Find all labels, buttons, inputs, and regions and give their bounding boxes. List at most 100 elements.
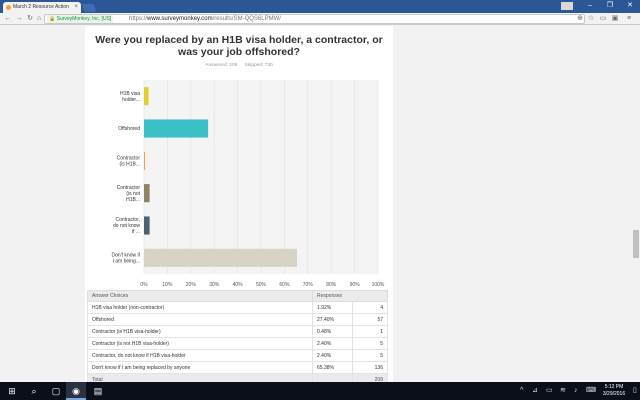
category-label: Offshored — [118, 126, 140, 132]
maximize-icon[interactable]: ❐ — [606, 2, 614, 9]
answer-choice-cell: Contractor (is H1B visa-holder) — [87, 325, 313, 338]
category-label: H1B visa holder... — [120, 91, 140, 103]
cast-icon[interactable]: ▭ — [599, 15, 607, 22]
url-path: /results/SM-QQS6LPMW/ — [212, 16, 281, 22]
bar — [144, 248, 297, 267]
category-label: Contractor (is H1B... — [117, 156, 141, 168]
survey-results-panel: Were you replaced by an H1B visa holder,… — [85, 26, 393, 386]
percent-cell: 2.40% — [312, 337, 353, 350]
answer-choice-cell: Offshored — [87, 313, 313, 326]
answer-choice-cell: H1B visa holder (non-contractor) — [87, 301, 313, 314]
browser-tab[interactable]: March 2 Resource Action × — [3, 2, 81, 13]
network-icon[interactable]: ⊿ — [532, 387, 538, 394]
volume-icon[interactable]: ♪ — [574, 387, 578, 394]
count-cell: 1 — [352, 325, 388, 338]
zoom-icon[interactable]: ⊕ — [577, 15, 583, 22]
table-row: Contractor, do not know if H1B visa-hold… — [87, 349, 388, 362]
tab-close-icon[interactable]: × — [74, 4, 78, 10]
tab-title: March 2 Resource Action — [13, 4, 69, 10]
bar — [144, 119, 209, 138]
browser-toolbar: ← → ↻ ⌂ 🔒 SurveyMonkey, Inc. [US] https:… — [0, 13, 640, 25]
wifi-icon[interactable]: ≋ — [560, 387, 566, 394]
bar-chart-svg: 0% 10% 20% 30% 40% 50% 60% 70% 80% 90% 100% H1B vis… — [112, 80, 385, 288]
url-text[interactable]: https://www.surveymonkey.com/results/SM-… — [129, 15, 281, 23]
skipped-count: Skipped: 730 — [244, 63, 273, 68]
clock-time: 5:12 PM — [604, 384, 624, 390]
question-title: Were you replaced by an H1B visa holder,… — [95, 34, 383, 58]
answer-choice-cell: Contractor (is not H1B visa-holder) — [87, 337, 313, 350]
count-cell: 57 — [352, 313, 388, 326]
x-tick-label: 80% — [326, 282, 337, 288]
task-view-icon[interactable]: ▢ — [51, 386, 61, 396]
profile-chip[interactable] — [561, 2, 573, 10]
table-row: Contractor (is not H1B visa-holder) 2.40%… — [87, 337, 388, 350]
minimize-icon[interactable]: – — [588, 2, 592, 9]
home-icon[interactable]: ⌂ — [36, 15, 42, 22]
search-icon[interactable]: ⌕ — [31, 386, 37, 396]
count-cell: 5 — [352, 349, 388, 362]
bookmark-star-icon[interactable]: ☆ — [587, 15, 595, 22]
lock-icon: 🔒 — [49, 16, 56, 22]
extension-icon[interactable]: ▣ — [611, 15, 619, 22]
bar — [144, 216, 150, 235]
x-tick-label: 50% — [256, 282, 267, 288]
bar — [144, 87, 149, 106]
forward-arrow-icon[interactable]: → — [15, 15, 23, 22]
battery-icon[interactable]: ▭ — [546, 387, 553, 394]
tray-arrow-icon[interactable]: ^ — [520, 387, 524, 394]
clock-date: 3/29/2016 — [602, 391, 626, 397]
windows-taskbar: ⊞ ⌕ ▢ ◉ ▤ ^ ⊿ ▭ ≋ ♪ ⌨ 5:12 PM 3/29/2016 … — [0, 382, 640, 400]
page-scrollbar[interactable] — [632, 26, 640, 382]
percent-cell: 27.40% — [312, 313, 353, 326]
bar — [144, 184, 150, 203]
x-tick-label: 40% — [233, 282, 244, 288]
count-cell: 136 — [352, 361, 388, 374]
close-window-icon[interactable]: ✕ — [627, 2, 633, 9]
secure-label: SurveyMonkey, Inc. [US] — [56, 16, 112, 22]
url-host: www.surveymonkey.com — [147, 16, 213, 22]
answer-choice-cell: Contractor, do not know if H1B visa-hold… — [87, 349, 313, 362]
notifications-icon[interactable]: ▯ — [633, 387, 637, 394]
results-chart: 0% 10% 20% 30% 40% 50% 60% 70% 80% 90% 100% H1B vis… — [85, 74, 393, 299]
results-table: Answer Choices Responses H1B visa holder… — [87, 290, 388, 386]
secure-connection-badge[interactable]: 🔒 SurveyMonkey, Inc. [US] — [47, 15, 114, 23]
percent-cell: 0.48% — [312, 325, 353, 338]
new-tab-button[interactable] — [81, 4, 97, 12]
menu-icon[interactable]: ≡ — [626, 15, 632, 22]
reload-icon[interactable]: ↻ — [27, 15, 33, 22]
category-label: Contractor (is not H1B... — [117, 185, 141, 203]
scrollbar-thumb[interactable] — [633, 230, 639, 258]
keyboard-icon[interactable]: ⌨ — [586, 387, 597, 394]
x-tick-label: 20% — [186, 282, 197, 288]
x-tick-label: 60% — [279, 282, 290, 288]
start-windows-icon[interactable]: ⊞ — [8, 386, 16, 396]
table-row: Offshored 27.40% 57 — [87, 313, 388, 326]
answer-choice-cell: Don't know if I am being replaced by any… — [87, 361, 313, 374]
table-row: H1B visa holder (non-contractor) 1.92% 4 — [87, 301, 388, 314]
bar — [144, 151, 146, 170]
table-row: Don't know if I am being replaced by any… — [87, 361, 388, 374]
file-explorer-icon[interactable]: ▤ — [93, 386, 103, 396]
address-bar[interactable]: 🔒 SurveyMonkey, Inc. [US] https://www.su… — [44, 14, 585, 24]
back-arrow-icon[interactable]: ← — [4, 15, 12, 22]
x-tick-label: 0% — [140, 282, 148, 288]
x-tick-label: 30% — [209, 282, 220, 288]
x-tick-label: 10% — [162, 282, 173, 288]
chrome-taskbar-icon[interactable]: ◉ — [66, 382, 86, 400]
count-cell: 4 — [352, 301, 388, 314]
percent-cell: 65.38% — [312, 361, 353, 374]
category-label: Don't know if I am being... — [112, 253, 141, 265]
x-tick-label: 100% — [372, 282, 385, 288]
percent-cell: 1.92% — [312, 301, 353, 314]
table-header-row: Answer Choices Responses — [87, 290, 388, 302]
url-scheme: https:// — [129, 16, 148, 22]
percent-cell: 2.40% — [312, 349, 353, 362]
category-label: Contractor, do not know if ... — [113, 217, 140, 235]
x-tick-label: 70% — [303, 282, 314, 288]
table-row: Contractor (is H1B visa-holder) 0.48% 1 — [87, 325, 388, 338]
system-clock[interactable]: 5:12 PM 3/29/2016 — [597, 384, 631, 398]
survey-favicon-icon — [6, 5, 11, 10]
count-cell: 5 — [352, 337, 388, 350]
header-answer-choices: Answer Choices — [87, 290, 313, 302]
header-responses: Responses — [312, 290, 388, 302]
